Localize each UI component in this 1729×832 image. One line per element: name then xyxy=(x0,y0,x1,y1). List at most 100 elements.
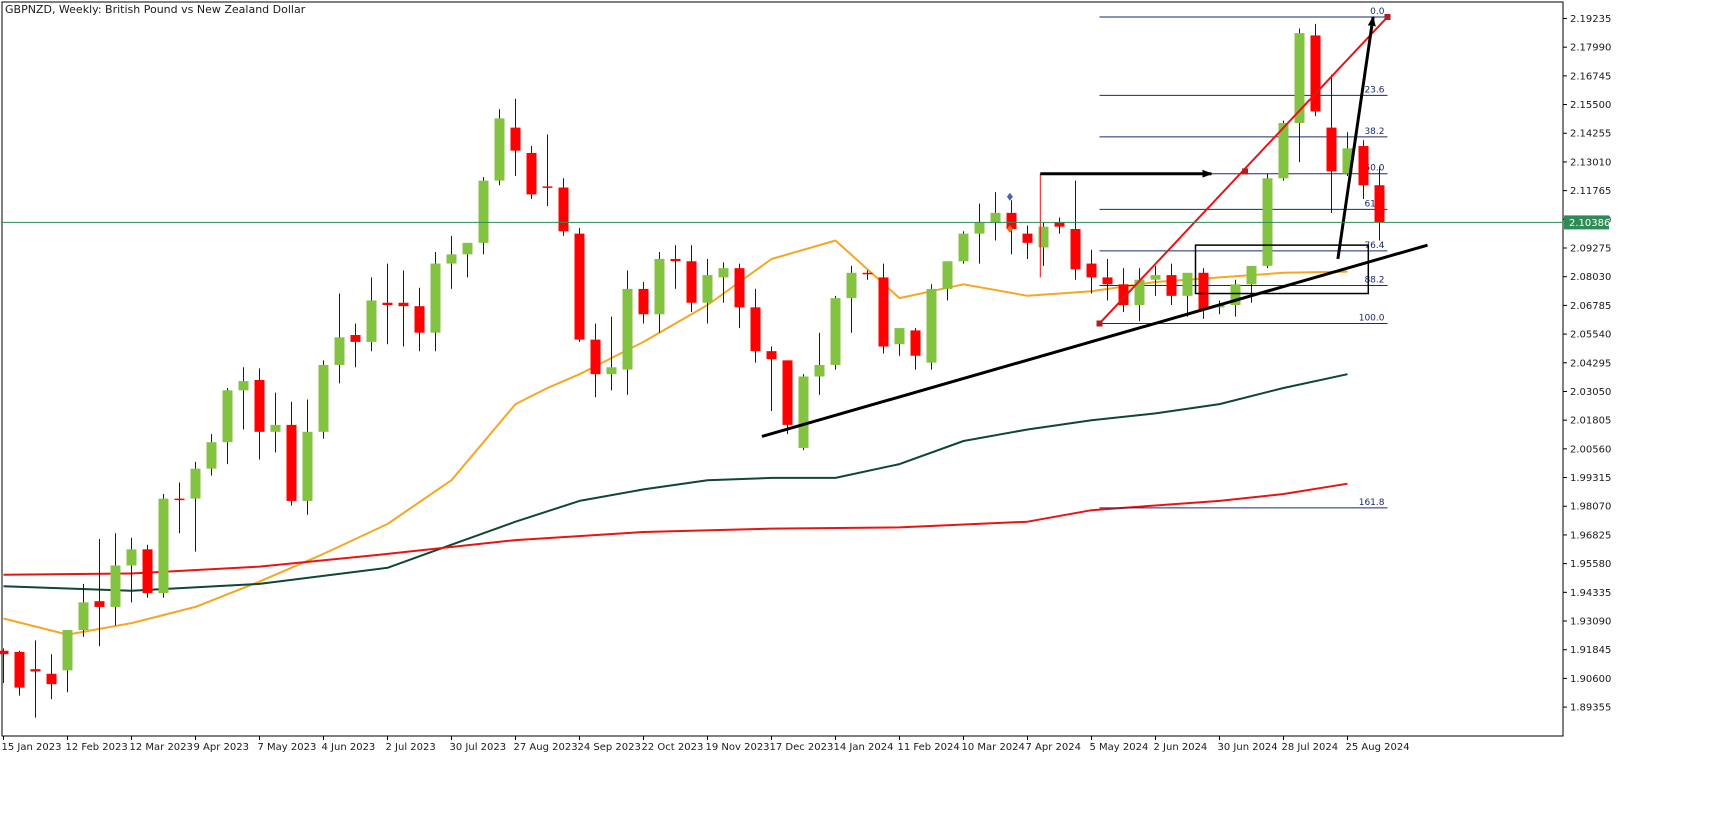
candle-body-bear xyxy=(1118,284,1129,306)
candle-body-bear xyxy=(382,302,393,306)
fib-level-label: 88.2 xyxy=(1364,275,1384,285)
support-trendline xyxy=(761,243,1428,438)
candle-body-bull xyxy=(1246,265,1257,285)
candle-body-bull xyxy=(158,498,169,594)
candle-body-bull xyxy=(606,367,617,375)
fib-level-label: 23.6 xyxy=(1364,85,1384,95)
y-tick-label: 2.14255 xyxy=(1570,129,1611,140)
candle-body-bull xyxy=(798,376,809,448)
candle-body-bull xyxy=(1150,275,1161,280)
y-tick-label: 1.89355 xyxy=(1570,703,1611,714)
y-tick-label: 1.91845 xyxy=(1570,645,1611,656)
current-price-label: 2.10386 xyxy=(1569,218,1610,229)
candle-body-bull xyxy=(78,602,89,630)
candle-body-bear xyxy=(94,601,105,607)
candle-body-bull xyxy=(1038,226,1049,248)
candle-body-bull xyxy=(654,258,665,315)
x-tick-label: 27 Aug 2023 xyxy=(514,742,578,753)
y-tick-label: 2.19235 xyxy=(1570,14,1611,25)
moving-average-line-1 xyxy=(3,373,1348,592)
candle-body-bear xyxy=(590,339,601,375)
candle-body-bull xyxy=(974,222,985,234)
candle-body-bull xyxy=(1294,33,1305,123)
candle-body-bear xyxy=(1310,35,1321,112)
candle-body-bear xyxy=(254,379,265,432)
candle-body-bull xyxy=(1134,279,1145,306)
candle-body-bear xyxy=(30,669,41,672)
anchor-point xyxy=(1384,13,1391,20)
candle-body-bull xyxy=(366,300,377,342)
moving-average-line-2 xyxy=(3,482,1348,576)
x-tick-label: 2 Jul 2023 xyxy=(386,742,436,753)
candle-body-bear xyxy=(1102,277,1113,285)
moving-averages-layer xyxy=(3,239,1348,636)
candle-body-bear xyxy=(46,673,57,685)
candle-body-bull xyxy=(110,565,121,607)
candle-body-bull xyxy=(206,442,217,469)
current-price-tag xyxy=(1564,215,1609,230)
y-tick-label: 2.09275 xyxy=(1570,244,1611,255)
fib-level-label: 0.0 xyxy=(1370,7,1385,17)
candle-body-bear xyxy=(766,351,777,360)
chart-title: GBPNZD, Weekly: British Pound vs New Zea… xyxy=(5,3,306,16)
demand-zone-box xyxy=(1194,244,1370,295)
y-tick-label: 2.04295 xyxy=(1570,358,1611,369)
y-tick-label: 1.98070 xyxy=(1570,502,1611,513)
x-tick-label: 15 Jan 2023 xyxy=(2,742,62,753)
candle-body-bull xyxy=(830,298,841,365)
y-tick-label: 2.03050 xyxy=(1570,387,1611,398)
candles-layer xyxy=(0,23,1385,718)
x-tick-label: 25 Aug 2024 xyxy=(1346,742,1410,753)
candle-body-bull xyxy=(446,254,457,264)
y-tick-label: 2.16745 xyxy=(1570,71,1611,82)
candle-body-bear xyxy=(350,335,361,342)
candle-body-bear xyxy=(542,186,553,188)
fib-level-label: 76.4 xyxy=(1364,241,1384,251)
candle-body-bull xyxy=(318,364,329,432)
candle-body-bear xyxy=(0,650,9,655)
y-tick-label: 2.13010 xyxy=(1570,157,1611,168)
candle-body-bear xyxy=(526,152,537,195)
y-tick-label: 2.00560 xyxy=(1570,444,1611,455)
candle-body-bear xyxy=(1166,275,1177,296)
x-tick-label: 12 Feb 2023 xyxy=(66,742,128,753)
x-tick-label: 2 Jun 2024 xyxy=(1154,742,1208,753)
x-tick-label: 7 May 2023 xyxy=(258,742,317,753)
candle-body-bear xyxy=(862,272,873,275)
x-tick-label: 19 Nov 2023 xyxy=(706,742,770,753)
candle-body-bull xyxy=(1182,272,1193,296)
anchor-point xyxy=(1096,320,1103,327)
candle-body-bear xyxy=(574,233,585,340)
candle-body-bull xyxy=(1342,148,1353,174)
y-tick-label: 2.05540 xyxy=(1570,330,1611,341)
axes-layer: 2.19235 2.17990 2.16745 2.15500 2.14255 2.130… xyxy=(1,1,1611,753)
x-tick-label: 4 Jun 2023 xyxy=(322,742,376,753)
y-tick-label: 2.06785 xyxy=(1570,301,1611,312)
plot-frame xyxy=(1,1,1564,737)
candle-body-bull xyxy=(1230,284,1241,306)
y-tick-label: 2.01805 xyxy=(1570,416,1611,427)
x-tick-label: 7 Apr 2024 xyxy=(1026,742,1081,753)
candle-body-bear xyxy=(14,651,25,688)
candle-body-bull xyxy=(958,233,969,262)
x-tick-label: 24 Sep 2023 xyxy=(578,742,641,753)
candle-body-bear xyxy=(142,549,153,594)
candle-body-bear xyxy=(1086,263,1097,278)
y-tick-label: 2.11765 xyxy=(1570,186,1611,197)
candle-body-bull xyxy=(190,468,201,499)
candle-body-bull xyxy=(478,180,489,243)
y-tick-label: 1.90600 xyxy=(1570,674,1611,685)
moving-average-line-0 xyxy=(3,239,1348,636)
candle-body-bear xyxy=(558,187,569,232)
candle-body-bull xyxy=(846,272,857,299)
candle-body-bear xyxy=(1070,228,1081,270)
x-tick-label: 5 May 2024 xyxy=(1090,742,1149,753)
x-tick-label: 12 Mar 2023 xyxy=(130,742,193,753)
x-tick-label: 30 Jul 2023 xyxy=(450,742,507,753)
fib-level-label: 161.8 xyxy=(1359,498,1385,508)
candle-body-bear xyxy=(1006,212,1017,229)
candle-body-bull xyxy=(990,212,1001,223)
candle-body-bear xyxy=(782,360,793,425)
